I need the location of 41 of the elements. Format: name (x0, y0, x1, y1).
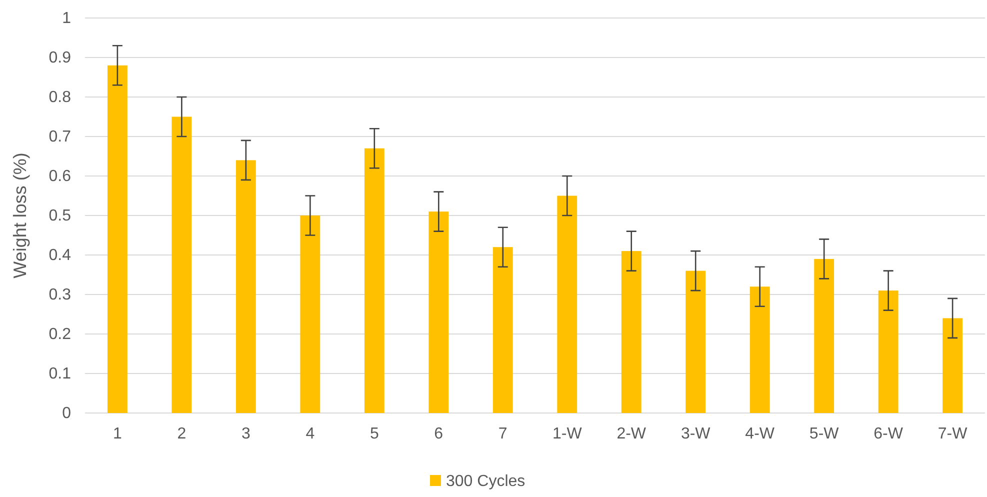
y-tick-label: 0.6 (48, 168, 72, 186)
y-tick-label: 0 (62, 405, 72, 422)
bar (107, 65, 128, 413)
x-tick-label: 5 (370, 425, 379, 442)
bar (878, 290, 898, 413)
bar (557, 196, 578, 413)
y-tick-label: 0.9 (48, 50, 72, 67)
y-tick-label: 0.2 (48, 326, 72, 344)
bar (364, 148, 384, 413)
y-tick-label: 0.5 (48, 208, 72, 225)
x-tick-label: 3 (241, 425, 250, 442)
x-tick-label: 5-W (809, 425, 840, 442)
x-tick-label: 7-W (938, 425, 968, 442)
bar (236, 160, 256, 413)
x-tick-label: 3-W (680, 425, 712, 442)
bar (428, 212, 449, 413)
bar (686, 270, 706, 413)
y-tick-label: 0.8 (48, 89, 72, 106)
bar (750, 286, 770, 413)
x-tick-label: 1-W (552, 425, 583, 442)
y-axis-title: Weight loss (%) (10, 152, 30, 278)
x-tick-label: 7 (498, 425, 508, 442)
bar (621, 251, 642, 413)
y-tick-label: 0.3 (48, 286, 72, 304)
x-tick-label: 1 (112, 425, 122, 442)
y-tick-label: 0.1 (48, 366, 72, 383)
y-tick-label: 0.4 (48, 247, 72, 264)
bar (300, 216, 320, 413)
x-tick-label: 4-W (745, 425, 776, 442)
x-tick-label: 6 (434, 425, 444, 442)
bar (492, 247, 513, 413)
x-tick-label: 4 (306, 425, 315, 442)
x-tick-label: 2-W (616, 425, 647, 442)
x-tick-label: 2 (177, 425, 186, 442)
bar (172, 116, 192, 413)
bar (814, 258, 834, 413)
y-tick-label: 0.7 (48, 128, 72, 146)
y-tick-label: 1 (62, 10, 72, 28)
legend-label: 300 Cycles (446, 473, 526, 490)
x-tick-label: 6-W (874, 425, 904, 442)
bar (942, 318, 963, 413)
